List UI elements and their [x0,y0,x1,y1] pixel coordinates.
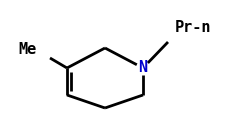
Text: Me: Me [19,43,37,57]
Text: N: N [138,61,147,76]
Text: Pr-n: Pr-n [175,21,212,36]
